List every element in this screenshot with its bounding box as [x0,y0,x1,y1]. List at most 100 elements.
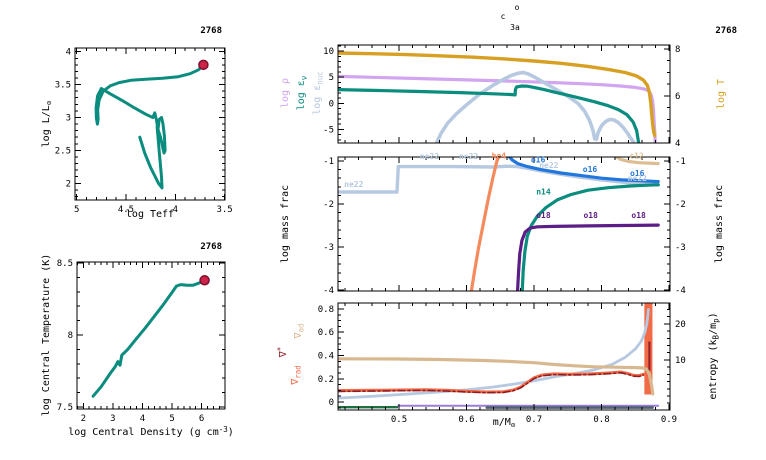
axis-ticks [76,262,225,409]
y-tick-label: -4 [323,286,334,296]
x-axis-title: m/M⊙ [493,417,516,430]
x-tick-label: 0.6 [458,415,474,425]
current-model-marker [199,275,210,286]
curve-label-he4: he4 [492,151,507,160]
x-tick-label: 3 [110,414,115,424]
y2-tick-label: 8 [675,45,680,55]
y-tick-label: 3 [66,113,71,123]
axis-ticks [75,48,226,200]
y-axis-title: log L/L⊙ [41,101,54,148]
curve-c12 [613,157,660,166]
y-tick-label: 2.5 [55,146,71,156]
band-grad-star-spike [648,341,651,371]
panel-hrd: 5 4.5 4 3.5 log Teff 2 2.5 3 3.5 4 log L/L⊙ [41,47,233,220]
y-tick-label: 10 [323,47,334,57]
y2-tick-label: -2 [675,200,686,210]
curve-ne22 [338,164,660,194]
x-tick-label: 5 [169,414,174,424]
curve-log-rho [338,74,657,143]
burn-label-c: c [501,12,506,21]
y-tick-label: 8 [68,331,73,341]
y2-tick-label: 20 [675,320,686,330]
current-model-marker [198,59,209,71]
curve-grad-ad [338,357,655,396]
x-tick-label: 0.9 [661,415,677,425]
plot-frame [337,156,671,292]
curve-label-o18: o18 [583,211,598,220]
y-tick-label: 3.5 [55,81,71,91]
y-axis-title-grad_ad: ∇ad [293,323,306,339]
curve-label-ne22: ne22 [420,152,439,161]
x-axis-title: log Central Density (g cm-3) [68,425,234,438]
y2-tick-label: 4 [675,139,680,149]
x-tick-label: 4 [173,205,178,215]
x-axis-title: log Teff [126,209,174,220]
y-tick-label: -3 [323,243,334,253]
axis-ticks [338,45,670,144]
y-axis-title: log mass frac [280,185,291,263]
curve-log-eps-nu [338,84,641,143]
y2-axis-title: log T [716,79,727,109]
x-tick-label: 0.5 [391,415,407,425]
x-tick-label: 0.7 [526,415,542,425]
curve-label-ne22: ne22 [539,161,558,170]
x-tick-label: 6 [199,414,204,424]
y-tick-label: 0.4 [318,352,334,362]
y2-axis-title: entropy (kB/mp) [708,312,721,399]
curve-grad-star [338,371,645,394]
y-tick-label: 8.5 [57,259,73,269]
axis-ticks [338,302,670,410]
curve-entropy [338,308,650,400]
curve-label-o16: o16 [531,156,546,165]
curve-grad-rad [338,370,645,394]
y2-tick-label: -3 [675,243,686,253]
curve-label-c12: c12 [629,151,644,160]
y-axis-title-log_eps_nuc: log εnuc [312,71,325,115]
curve-label-ne22: ne22 [459,152,478,161]
curve-he4 [469,157,501,291]
curve-label-o16: o16 [630,169,645,178]
y-axis-title-log_rho: log ρ [280,78,291,108]
y-tick-label: 0.6 [318,328,334,338]
y-tick-label: 0.2 [318,375,334,385]
y2-axis-title: log mass frac [714,185,725,263]
curve-label-o16: o16 [583,165,598,174]
y2-tick-label: 6 [675,92,680,102]
panel-profile-abund: -1 -2 -3 -4 log mass frac -1 -2 -3 -4 log mass fr… [280,151,725,296]
y-tick-label: 0 [329,99,334,109]
x-tick-label: 4.5 [118,205,134,215]
axis-ticks [338,157,670,291]
y-axis-title-log_eps_nu: log εν [296,76,309,111]
y-tick-label: 4 [66,48,71,58]
y-tick-label: 7.5 [57,403,73,413]
panel-profile-grad: 0.5 0.6 0.7 0.8 0.9 m/M⊙ 0 0.2 0.4 0.6 0.8 ∇ad ∇*∇ra… [276,302,721,430]
plot-frame [337,44,671,144]
y-tick-label: -5 [323,125,334,135]
y2-tick-label: -4 [675,286,686,296]
y2-tick-label: -1 [675,157,686,167]
y-axis-title: log Central Temperature (K) [41,254,52,417]
y-tick-label: 5 [329,73,334,83]
y-tick-label: -2 [323,200,334,210]
x-tick-label: 3.5 [216,205,232,215]
curve-label-n14: n14 [536,188,551,197]
model-number-profiles: 2768 [715,26,737,36]
curve-central-conditions-track [91,278,207,398]
x-tick-label: 4 [140,414,145,424]
x-tick-label: 0.8 [593,415,609,425]
y-axis-title-grad_star: ∇* [276,347,289,359]
y2-tick-label: 10 [675,356,686,366]
y-tick-label: 0 [329,398,334,408]
curve-o18 [515,223,660,291]
plot-frame [337,302,671,411]
curve-n14 [520,183,660,291]
curve-log-T [338,51,657,138]
curve-label-o18: o18 [631,211,646,220]
y-tick-label: -1 [323,157,334,167]
plot-frame [76,261,226,410]
y-axis-title-grad_rad: ∇rad [290,365,303,386]
